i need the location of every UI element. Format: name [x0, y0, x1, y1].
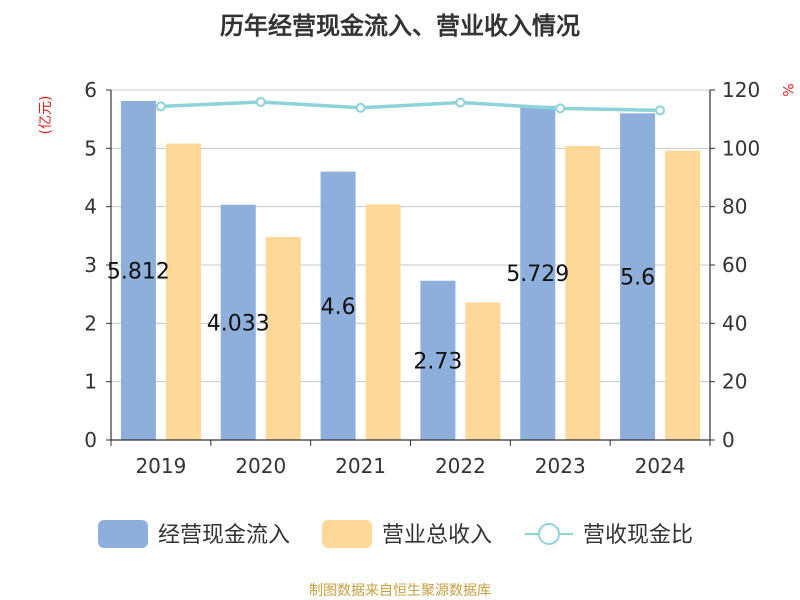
x-tick-label: 2020 — [235, 454, 286, 478]
data-labels: 5.812 4.033 4.6 2.73 5.729 5.6 — [107, 259, 655, 374]
x-tick-label: 2024 — [635, 454, 686, 478]
data-label-2021: 4.6 — [321, 295, 356, 320]
legend-label: 经营现金流入 — [158, 523, 290, 548]
bars — [120, 100, 701, 440]
y-right-axis-label: % — [779, 83, 795, 96]
bar-营业总收入-2019 — [165, 143, 201, 440]
y-left-tick-label: 5 — [84, 136, 97, 160]
line-point-2022 — [455, 97, 466, 108]
y-right-tick-label: 40 — [722, 311, 747, 335]
legend-item-经营现金流入[interactable]: 经营现金流入 — [98, 520, 290, 548]
data-label-2024: 5.6 — [620, 266, 655, 291]
source-note: 制图数据来自恒生聚源数据库 — [309, 583, 491, 599]
x-tick-label: 2023 — [535, 454, 586, 478]
y-left-tick-label: 4 — [84, 195, 97, 219]
legend-swatch — [322, 520, 372, 548]
y-left-tick-label: 3 — [84, 253, 97, 277]
line-point-2021 — [355, 102, 366, 113]
bar-经营现金流入-2021 — [320, 171, 356, 440]
y-right-tick-label: 120 — [722, 78, 760, 102]
data-label-2022: 2.73 — [413, 349, 462, 374]
bar-营业总收入-2022 — [465, 302, 501, 440]
bar-营业总收入-2021 — [365, 204, 401, 440]
x-tick-label: 2021 — [335, 454, 386, 478]
line-point-2020 — [255, 96, 266, 107]
y-left-tick-label: 1 — [84, 370, 97, 394]
line-point-2024 — [655, 105, 666, 116]
x-tick-label: 2019 — [135, 454, 186, 478]
y-left-tick-label: 6 — [84, 78, 97, 102]
y-left-tick-label: 0 — [84, 428, 97, 452]
bar-经营现金流入-2023 — [520, 105, 556, 440]
ratio-line — [155, 96, 666, 116]
legend-label: 营业总收入 — [382, 523, 492, 548]
bar-营业总收入-2024 — [665, 150, 701, 440]
y-right-tick-label: 80 — [722, 195, 747, 219]
bar-营业总收入-2020 — [265, 237, 301, 440]
bar-经营现金流入-2020 — [220, 204, 256, 440]
y-right-tick-label: 0 — [722, 428, 735, 452]
bar-经营现金流入-2024 — [620, 113, 656, 440]
line-point-2019 — [155, 101, 166, 112]
data-label-2019: 5.812 — [107, 259, 170, 284]
legend-swatch — [98, 520, 148, 548]
line-point-2023 — [555, 103, 566, 114]
legend-marker — [538, 523, 560, 545]
bar-营业总收入-2023 — [565, 146, 601, 440]
grid-lines — [111, 89, 710, 383]
data-label-2023: 5.729 — [506, 262, 569, 287]
y-left-tick-label: 2 — [84, 311, 97, 335]
legend-item-营收现金比[interactable]: 营收现金比 — [525, 523, 693, 548]
line-营收现金比 — [160, 100, 661, 113]
y-right-tick-label: 60 — [722, 253, 747, 277]
chart-title: 历年经营现金流入、营业收入情况 — [220, 12, 580, 40]
bar-经营现金流入-2022 — [420, 280, 456, 440]
legend-item-营业总收入[interactable]: 营业总收入 — [322, 520, 492, 548]
legend-label: 营收现金比 — [583, 523, 693, 548]
bar-经营现金流入-2019 — [120, 100, 156, 440]
legend: 经营现金流入 营业总收入 营收现金比 — [98, 520, 693, 548]
x-tick-label: 2022 — [435, 454, 486, 478]
data-label-2020: 4.033 — [207, 311, 270, 336]
y-left-axis-label: (亿元) — [38, 96, 54, 135]
y-right-tick-label: 100 — [722, 136, 760, 160]
y-right-tick-label: 20 — [722, 370, 747, 394]
